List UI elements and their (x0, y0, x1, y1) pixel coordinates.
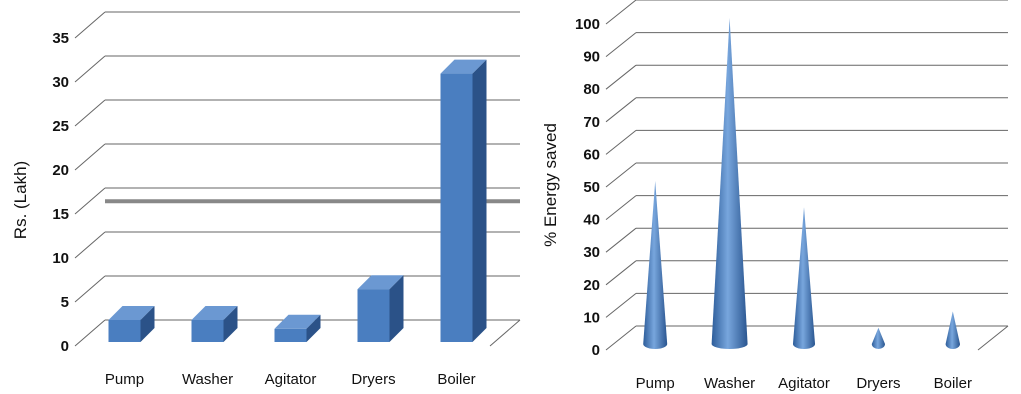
cost-chart-category-label: Dryers (351, 371, 395, 388)
cost-chart-category-labels: Pump Washer Agitator Dryers Boiler (105, 371, 476, 388)
energy-chart-y-tick-label: 50 (583, 179, 600, 196)
cost-chart-bar (274, 328, 307, 342)
cost-bar-chart: 0 5 10 15 20 25 30 35 Pump Washer Agitator Dryers B… (11, 11, 521, 388)
cost-chart-gridline-diag (74, 55, 106, 83)
energy-chart-gridline-diag (605, 162, 637, 188)
energy-chart-cone (945, 311, 960, 349)
cost-chart-y-tick-label: 5 (61, 294, 69, 311)
energy-chart-y-axis-title: % Energy saved (541, 123, 560, 247)
energy-chart-y-tick-label: 80 (583, 81, 600, 98)
energy-chart-y-tick-label: 0 (592, 342, 600, 359)
cost-chart-gridline-diag (74, 319, 106, 347)
cost-chart-gridline-diag (74, 187, 106, 215)
cost-chart-bar-side (472, 59, 487, 342)
energy-chart-y-tick-label: 60 (583, 146, 600, 163)
cost-chart-bar (440, 73, 473, 342)
energy-chart-cone (711, 18, 748, 349)
energy-chart-gridline-diag (605, 293, 637, 318)
energy-cone-chart: 0 10 20 30 40 50 60 70 80 90 100 Pump Washer Agitato… (541, 0, 1009, 392)
cost-chart-bar-side (140, 306, 155, 342)
energy-chart-y-tick-label: 100 (575, 16, 600, 33)
cost-chart-y-tick-label: 0 (61, 338, 69, 355)
cost-chart-y-tick-label: 20 (52, 162, 69, 179)
energy-chart-y-tick-label: 40 (583, 212, 600, 229)
cost-chart-y-tick-labels: 0 5 10 15 20 25 30 35 (52, 30, 69, 355)
cost-chart-category-label: Washer (182, 371, 233, 388)
energy-chart-gridline-diag (605, 260, 637, 286)
energy-chart-cone (792, 207, 816, 349)
energy-chart-category-label: Pump (636, 375, 675, 392)
energy-chart-category-label: Boiler (934, 375, 972, 392)
energy-chart-gridlines (605, 0, 1009, 351)
cost-chart-floor-edge (489, 319, 521, 347)
energy-chart-gridline-diag (605, 64, 637, 90)
cost-chart-y-tick-label: 35 (52, 30, 69, 47)
cost-chart-bar-top (440, 59, 487, 74)
energy-chart-y-tick-labels: 0 10 20 30 40 50 60 70 80 90 100 (575, 16, 600, 359)
cost-chart-bar (191, 320, 224, 342)
cost-chart-gridline-diag (74, 143, 106, 171)
cost-chart-y-tick-label: 25 (52, 118, 69, 135)
energy-chart-gridline-diag (605, 0, 637, 25)
cost-chart-bar-side (306, 314, 321, 342)
cost-chart-y-tick-label: 30 (52, 74, 69, 91)
energy-chart-y-tick-label: 70 (583, 114, 600, 131)
energy-chart-category-labels: Pump Washer Agitator Dryers Boiler (636, 375, 972, 392)
cost-chart-gridline-diag (74, 231, 106, 259)
energy-chart-y-tick-label: 20 (583, 277, 600, 294)
energy-chart-floor-edge (977, 325, 1009, 351)
cost-chart-y-tick-label: 10 (52, 250, 69, 267)
energy-chart-y-tick-label: 30 (583, 244, 600, 261)
cost-chart-gridline-diag (74, 99, 106, 127)
energy-chart-gridline-diag (605, 130, 637, 155)
energy-chart-gridline-diag (605, 97, 637, 123)
energy-chart-cones (643, 18, 960, 349)
energy-chart-cone (871, 327, 885, 349)
cost-chart-bar-side (223, 306, 238, 342)
cost-chart-bars (108, 59, 487, 342)
energy-chart-cone (643, 181, 668, 349)
cost-chart-bar (357, 289, 390, 342)
cost-chart-gridline-diag (74, 275, 106, 303)
energy-chart-category-label: Washer (704, 375, 755, 392)
energy-chart-category-label: Agitator (778, 375, 830, 392)
energy-chart-gridline-diag (605, 195, 637, 220)
energy-chart-gridline-diag (605, 32, 637, 57)
energy-chart-gridline-diag (605, 325, 637, 351)
cost-chart-bar-side (389, 275, 404, 342)
energy-chart-gridline-diag (605, 227, 637, 253)
cost-chart-gridline-diag (74, 11, 106, 39)
energy-chart-category-label: Dryers (856, 375, 900, 392)
cost-chart-category-label: Boiler (437, 371, 475, 388)
cost-chart-y-axis-title: Rs. (Lakh) (11, 161, 30, 239)
cost-chart-y-tick-label: 15 (52, 206, 69, 223)
energy-chart-y-tick-label: 90 (583, 49, 600, 66)
cost-chart-bar (108, 320, 141, 342)
cost-chart-category-label: Pump (105, 371, 144, 388)
energy-chart-y-tick-label: 10 (583, 309, 600, 326)
cost-chart-bar-top (357, 275, 404, 290)
cost-chart-bar-top (191, 306, 238, 320)
cost-chart-category-label: Agitator (265, 371, 317, 388)
cost-chart-bar-top (274, 314, 321, 329)
cost-chart-bar-top (108, 306, 155, 320)
